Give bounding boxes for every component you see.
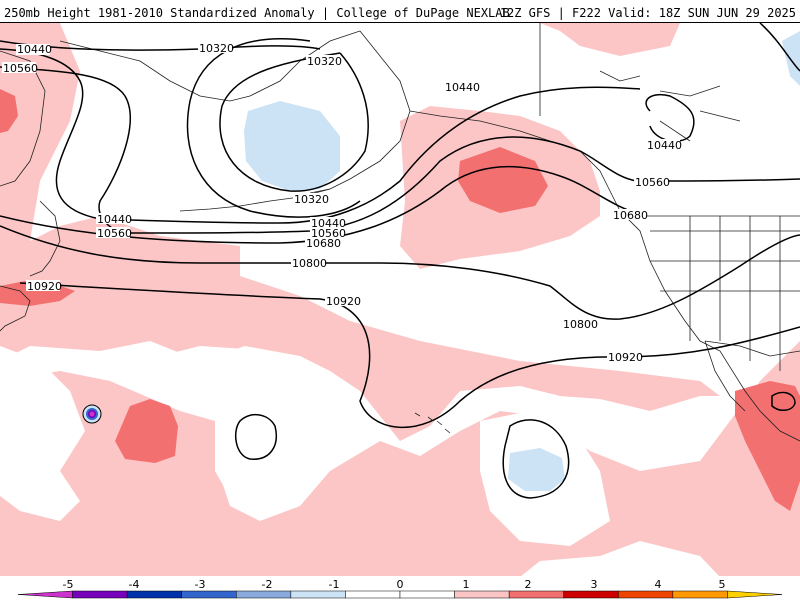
contour-10320-north — [0, 40, 321, 51]
colorbar-segment — [17, 590, 73, 599]
contour-label: 10560 — [97, 227, 132, 240]
neutral-region-2 — [215, 391, 300, 506]
kamchatka-coast — [29, 200, 61, 277]
colorbar-tick: 0 — [397, 578, 404, 591]
anomaly-map: 10440 10560 10320 10320 10440 10440 1044… — [0, 22, 800, 577]
colorbar-segments — [17, 590, 783, 599]
anomaly-colorbar: -5 -4 -3 -2 -1 0 1 2 3 4 5 — [0, 576, 800, 600]
northern-lakes — [599, 70, 741, 142]
colorbar-segment — [236, 590, 292, 599]
contour-label: 10560 — [3, 62, 38, 75]
colorbar-segment — [563, 590, 619, 599]
colorbar-segment — [454, 590, 510, 599]
colorbar-segment — [345, 590, 401, 599]
contour-10440-west — [0, 48, 101, 220]
contour-label: 10680 — [306, 237, 341, 250]
contour-label: 10920 — [326, 295, 361, 308]
negative-anomaly-subtropics — [508, 448, 565, 491]
colorbar-segment — [72, 590, 128, 599]
coastlines — [0, 23, 800, 442]
colorbar-tick: -3 — [195, 578, 206, 591]
colorbar-tick: -1 — [329, 578, 340, 591]
contour-10440 — [99, 86, 641, 224]
hawaii-islands — [414, 412, 451, 434]
negative-anomaly-bering — [244, 101, 340, 191]
colorbar-tick: 4 — [655, 578, 662, 591]
map-title: 250mb Height 1981-2010 Standardized Anom… — [4, 6, 510, 20]
colorbar-tick: 5 — [719, 578, 726, 591]
japan-coast — [0, 285, 31, 332]
mexico-border — [704, 340, 800, 357]
colorbar-tick: 1 — [463, 578, 470, 591]
colorbar-tick: -2 — [262, 578, 273, 591]
contour-10440-alaska — [645, 94, 695, 142]
strong-anomaly-west-edge — [0, 89, 18, 133]
contour-label: 10800 — [292, 257, 327, 270]
strong-anomaly-mexico — [735, 381, 800, 511]
anomaly-shading-negative — [244, 31, 800, 491]
contour-label-group: 10440 10560 10320 10320 10440 10440 1044… — [2, 42, 682, 364]
neutral-region-3 — [0, 346, 85, 521]
colorbar-segment — [181, 590, 237, 599]
neutral-region-1 — [160, 346, 250, 386]
map-header: 250mb Height 1981-2010 Standardized Anom… — [0, 0, 800, 22]
colorbar-segment — [126, 590, 182, 599]
contour-label: 10800 — [563, 318, 598, 331]
colorbar-segment — [399, 590, 455, 599]
contour-label: 10920 — [608, 351, 643, 364]
colorbar-tick: 3 — [591, 578, 598, 591]
siberia-coast — [59, 30, 361, 102]
contour-10440-alaska-east — [759, 23, 800, 72]
contour-label: 10440 — [445, 81, 480, 94]
strong-anomaly-central-pacific — [115, 399, 178, 463]
colorbar-segment — [290, 590, 346, 599]
colorbar-segment — [672, 590, 728, 599]
contour-low-2 — [502, 419, 570, 499]
contour-low-1 — [234, 414, 277, 460]
colorbar-tick: -5 — [63, 578, 74, 591]
colorbar-tick: 2 — [525, 578, 532, 591]
contour-label: 10440 — [311, 217, 346, 230]
contour-label: 10320 — [199, 42, 234, 55]
contour-label: 10680 — [613, 209, 648, 222]
asia-coastline — [0, 50, 46, 187]
baja-california — [704, 340, 746, 412]
contour-label: 10440 — [17, 43, 52, 56]
anomaly-region-west-pacific — [0, 23, 720, 441]
model-run-info: 12Z GFS | F222 Valid: 18Z SUN JUN 29 202… — [499, 6, 796, 20]
anomaly-bullseye — [82, 404, 102, 424]
alaska-coast — [309, 30, 411, 194]
colorbar-tick: -4 — [129, 578, 140, 591]
contour-label: 10920 — [27, 280, 62, 293]
colorbar-segment — [727, 590, 783, 599]
anomaly-region-alaska-north — [540, 23, 680, 56]
contour-label: 10440 — [647, 139, 682, 152]
contour-10800 — [0, 225, 800, 320]
contour-label: 10440 — [97, 213, 132, 226]
us-west-coast — [619, 210, 800, 442]
negative-anomaly-northeast — [782, 31, 800, 86]
colorbar-tick-labels: -5 -4 -3 -2 -1 0 1 2 3 4 5 — [63, 578, 726, 591]
contour-10680 — [0, 166, 641, 244]
colorbar-segment — [508, 590, 564, 599]
strong-anomaly-alaska — [458, 147, 548, 213]
contour-low-mexico — [771, 391, 796, 411]
us-state-lines — [650, 216, 800, 371]
anomaly-shading-positive-strong — [0, 89, 800, 511]
contour-trough-inner — [219, 52, 369, 192]
contour-label: 10320 — [307, 55, 342, 68]
contour-10920 — [19, 282, 800, 428]
contour-label: 10560 — [635, 176, 670, 189]
contour-label: 10320 — [294, 193, 329, 206]
colorbar-segment — [618, 590, 674, 599]
contour-label: 10560 — [311, 227, 346, 240]
